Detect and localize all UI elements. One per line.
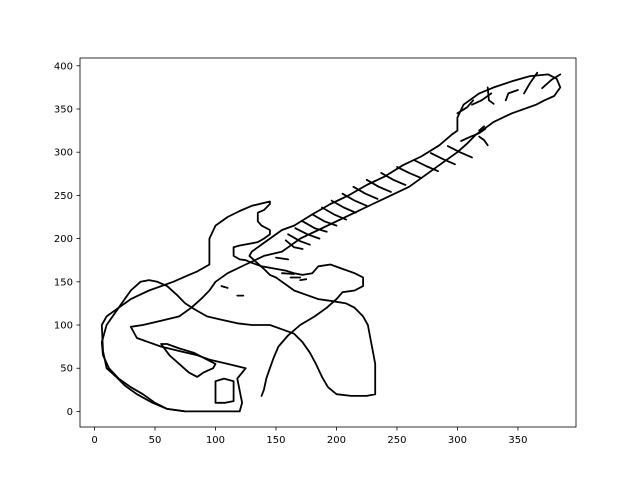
y-tick-label: 0 (67, 407, 73, 418)
detail-stroke-8 (294, 227, 321, 240)
detail-stroke-23 (478, 125, 486, 132)
detail-stroke-9 (301, 220, 328, 233)
y-tick-label: 150 (54, 277, 73, 288)
detail-stroke-6 (284, 239, 304, 250)
detail-stroke-27 (541, 73, 562, 90)
detail-stroke-14 (352, 185, 379, 200)
detail-stroke-18 (412, 159, 440, 173)
detail-stroke-15 (365, 178, 392, 193)
detail-stroke-24 (486, 86, 495, 105)
detail-stroke-22 (478, 135, 489, 147)
detail-stroke-25 (504, 89, 519, 102)
outline-path-2 (214, 377, 235, 404)
x-tick-label: 350 (508, 435, 527, 446)
x-tick-label: 0 (91, 435, 97, 446)
plot-frame (79, 57, 577, 428)
plot-lines (100, 71, 562, 413)
detail-stroke-1 (281, 272, 296, 275)
detail-stroke-26 (523, 71, 539, 95)
detail-stroke-28 (471, 92, 493, 106)
y-tick-label: 300 (54, 148, 73, 159)
x-tick-label: 150 (266, 435, 285, 446)
detail-stroke-4 (220, 285, 229, 289)
y-tick-label: 200 (54, 234, 73, 245)
x-tick-label: 250 (387, 435, 406, 446)
detail-stroke-13 (341, 192, 368, 207)
detail-stroke-7 (287, 233, 311, 246)
y-tick-label: 350 (54, 104, 73, 115)
y-tick-label: 250 (54, 191, 73, 202)
detail-stroke-10 (311, 213, 338, 227)
x-axis: 0 50 100 150 200 250 300 350 (91, 427, 527, 446)
detail-stroke-29 (456, 99, 475, 115)
detail-stroke-11 (321, 206, 348, 221)
x-tick-label: 50 (149, 435, 162, 446)
detail-stroke-0 (275, 256, 290, 261)
y-tick-label: 400 (54, 61, 73, 72)
detail-stroke-21 (460, 127, 487, 142)
detail-stroke-3 (299, 278, 308, 282)
outline-path-3 (160, 343, 217, 378)
outline-path-1 (100, 200, 365, 413)
detail-stroke-17 (396, 165, 423, 180)
y-axis: 0 50 100 150 200 250 300 350 400 (54, 61, 80, 418)
detail-stroke-12 (330, 199, 357, 214)
x-tick-label: 200 (327, 435, 346, 446)
detail-stroke-20 (446, 145, 473, 159)
y-tick-label: 100 (54, 321, 73, 332)
y-tick-label: 50 (60, 364, 73, 375)
detail-stroke-19 (429, 152, 456, 166)
x-tick-label: 100 (206, 435, 225, 446)
detail-stroke-16 (380, 171, 407, 186)
x-tick-label: 300 (448, 435, 467, 446)
